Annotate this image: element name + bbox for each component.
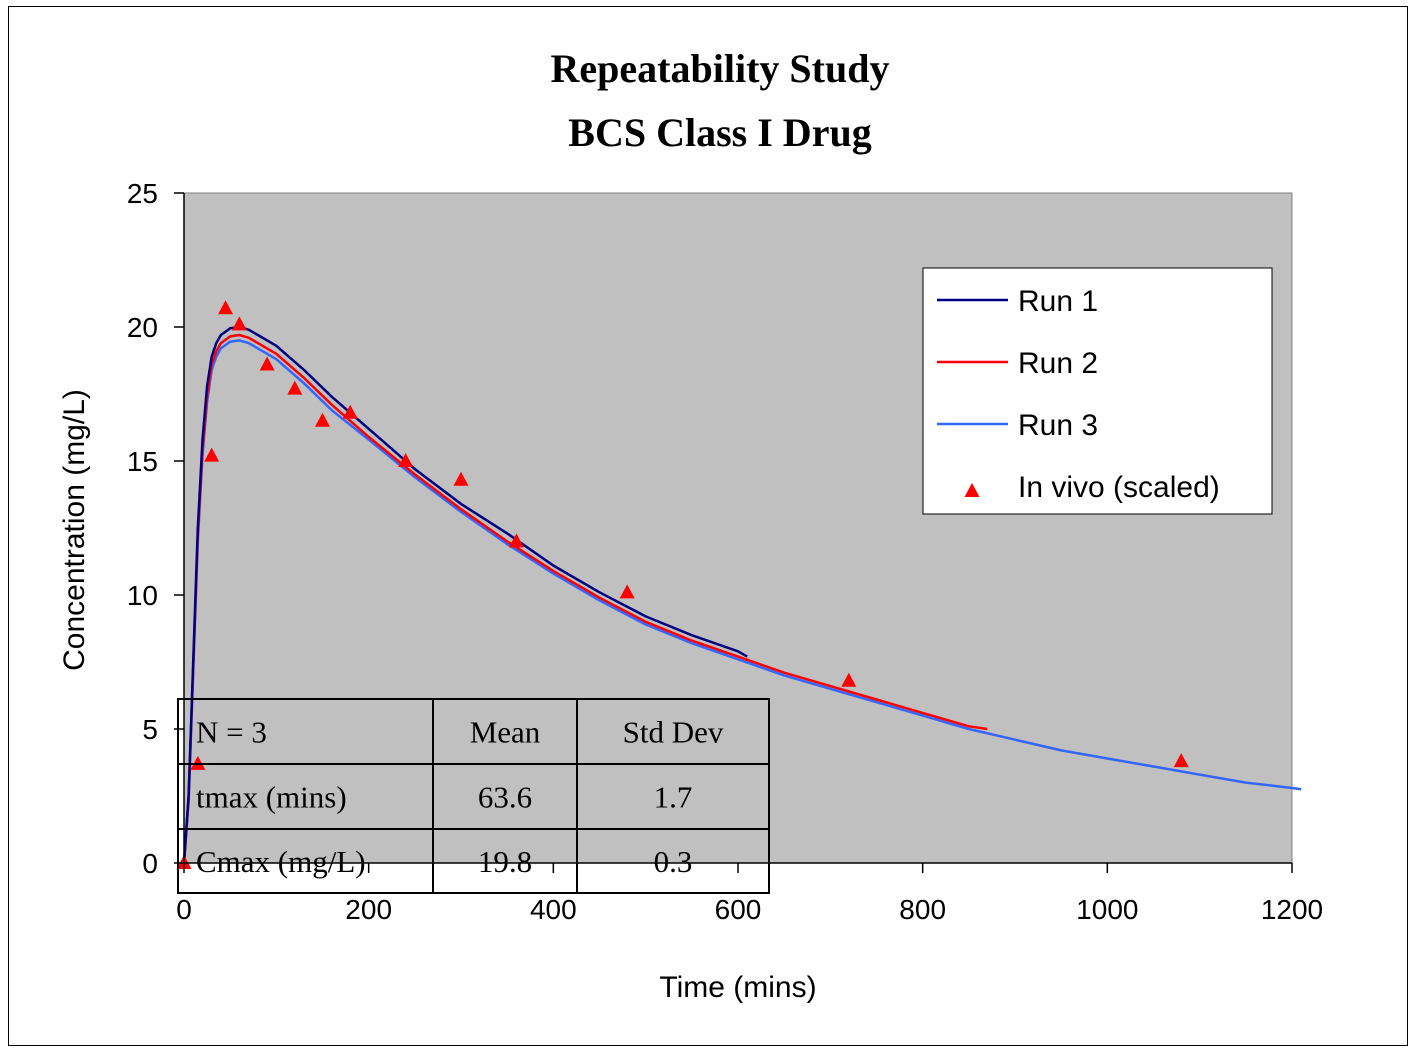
x-tick-label: 800 bbox=[899, 894, 946, 925]
in-vivo-point bbox=[453, 471, 469, 486]
x-axis-label: Time (mins) bbox=[659, 971, 816, 1004]
y-tick-label: 25 bbox=[127, 178, 158, 209]
x-tick-label: 1200 bbox=[1261, 894, 1323, 925]
in-vivo-point bbox=[1173, 753, 1189, 768]
table-cell-text: 19.8 bbox=[478, 844, 532, 879]
y-axis-label: Concentration (mg/L) bbox=[58, 389, 91, 671]
legend-label: In vivo (scaled) bbox=[1018, 471, 1220, 504]
table-cell-text: 1.7 bbox=[654, 780, 693, 815]
table-cell-text: Std Dev bbox=[623, 715, 724, 750]
x-tick-label: 200 bbox=[345, 894, 392, 925]
x-tick-label: 400 bbox=[530, 894, 577, 925]
in-vivo-point bbox=[287, 380, 303, 395]
in-vivo-point bbox=[315, 412, 330, 427]
series-layer bbox=[176, 300, 1302, 869]
chart-subtitle: BCS Class I Drug bbox=[568, 110, 871, 155]
table-cell-text: 0.3 bbox=[654, 844, 693, 879]
x-tick-label: 600 bbox=[715, 894, 762, 925]
in-vivo-point bbox=[398, 453, 414, 467]
chart-title: Repeatability Study bbox=[551, 46, 890, 91]
in-vivo-point bbox=[342, 404, 358, 419]
x-tick-label: 0 bbox=[176, 894, 192, 925]
legend-label: Run 1 bbox=[1018, 285, 1098, 318]
table-cell-text: tmax (mins) bbox=[196, 780, 347, 815]
legend: Run 1 Run 2 Run 3 In vivo (scaled) bbox=[922, 267, 1273, 515]
in-vivo-point bbox=[231, 316, 247, 331]
table-cell-text: N = 3 bbox=[196, 715, 267, 750]
legend-label: Run 3 bbox=[1018, 409, 1098, 442]
in-vivo-point bbox=[841, 672, 857, 687]
in-vivo-point bbox=[218, 300, 234, 315]
series-line-run-1 bbox=[182, 325, 748, 864]
in-vivo-point bbox=[204, 447, 220, 462]
y-tick-label: 15 bbox=[127, 446, 158, 477]
axes-layer: 0 5 10 15 20 25 0 200 400 600 800 1000 1200 bbox=[127, 178, 1323, 925]
x-tick-label: 1000 bbox=[1076, 894, 1138, 925]
table-cell-text: Cmax (mg/L) bbox=[196, 844, 366, 879]
in-vivo-point bbox=[619, 584, 635, 599]
stats-table: N = 3 Mean Std Dev tmax (mins) 63.6 1.7 Cmax (… bbox=[177, 698, 770, 894]
in-vivo-point bbox=[190, 755, 206, 770]
table-cell-border bbox=[576, 828, 770, 894]
table-cell-text: 63.6 bbox=[478, 780, 532, 815]
legend-box bbox=[922, 267, 1273, 515]
y-tick-label: 0 bbox=[142, 848, 158, 879]
y-tick-label: 20 bbox=[127, 312, 158, 343]
y-tick-label: 5 bbox=[142, 714, 158, 745]
y-tick-label: 10 bbox=[127, 580, 158, 611]
in-vivo-point bbox=[508, 533, 524, 548]
table-cell-text: Mean bbox=[470, 715, 541, 750]
in-vivo-point bbox=[259, 356, 275, 371]
legend-label: Run 2 bbox=[1018, 347, 1098, 380]
legend-marker bbox=[964, 483, 980, 497]
